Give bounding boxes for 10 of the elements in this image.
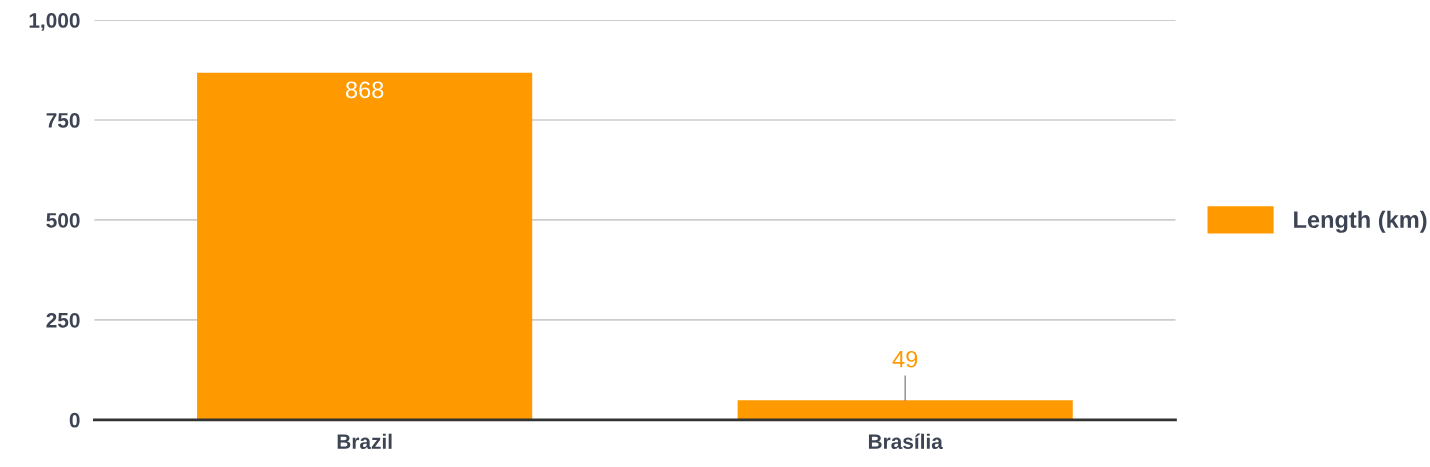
x-tick-label: Brazil (337, 433, 392, 450)
data-label: 49 (892, 350, 918, 368)
x-tick-label: Brasília (868, 433, 943, 450)
y-tick-label: 250 (46, 312, 80, 328)
y-tick-label: 500 (46, 212, 80, 228)
data-label: 868 (345, 81, 384, 99)
legend-label: Length (km) (1294, 210, 1427, 233)
y-tick-label: 1,000 (29, 13, 80, 31)
y-tick-label: 0 (69, 412, 80, 428)
y-tick-label: 750 (46, 113, 80, 128)
